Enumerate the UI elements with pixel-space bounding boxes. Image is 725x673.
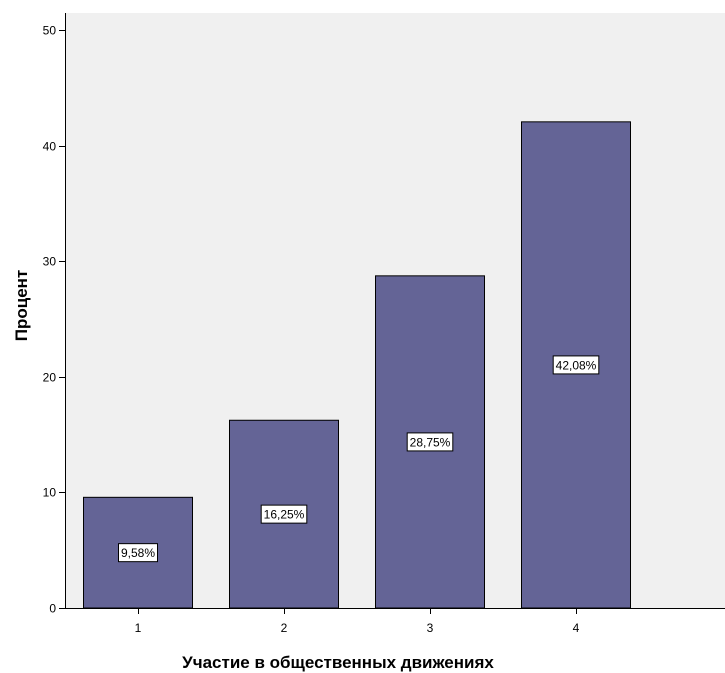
y-tick-label: 50 <box>43 24 57 38</box>
data-label: 28,75% <box>410 435 451 449</box>
data-label-box <box>552 355 600 375</box>
y-axis-title: Процент <box>12 270 31 342</box>
y-tick-label: 20 <box>43 371 57 385</box>
data-label-box <box>118 543 158 563</box>
data-label-box <box>260 504 308 524</box>
data-label: 42,08% <box>556 358 597 372</box>
data-label-box <box>406 432 454 452</box>
bar-1 <box>83 496 193 609</box>
x-tick-label: 4 <box>573 621 580 635</box>
y-tick-label: 40 <box>43 140 57 154</box>
y-tick-label: 30 <box>43 255 57 269</box>
y-tick-label: 0 <box>49 602 56 616</box>
data-labels: 9,58% 16,25% 28,75% 42,08% <box>118 355 600 563</box>
x-axis-ticks: 1 2 3 4 <box>135 608 580 635</box>
y-tick-label: 10 <box>43 486 57 500</box>
bars <box>83 121 631 609</box>
x-tick-label: 1 <box>135 621 142 635</box>
data-label: 16,25% <box>264 508 305 522</box>
data-label: 9,58% <box>121 546 155 560</box>
y-axis-ticks: 0 10 20 30 40 50 <box>43 24 65 616</box>
x-tick-label: 2 <box>281 621 288 635</box>
x-tick-label: 3 <box>427 621 434 635</box>
x-axis-title: Участие в общественных движениях <box>182 653 494 672</box>
